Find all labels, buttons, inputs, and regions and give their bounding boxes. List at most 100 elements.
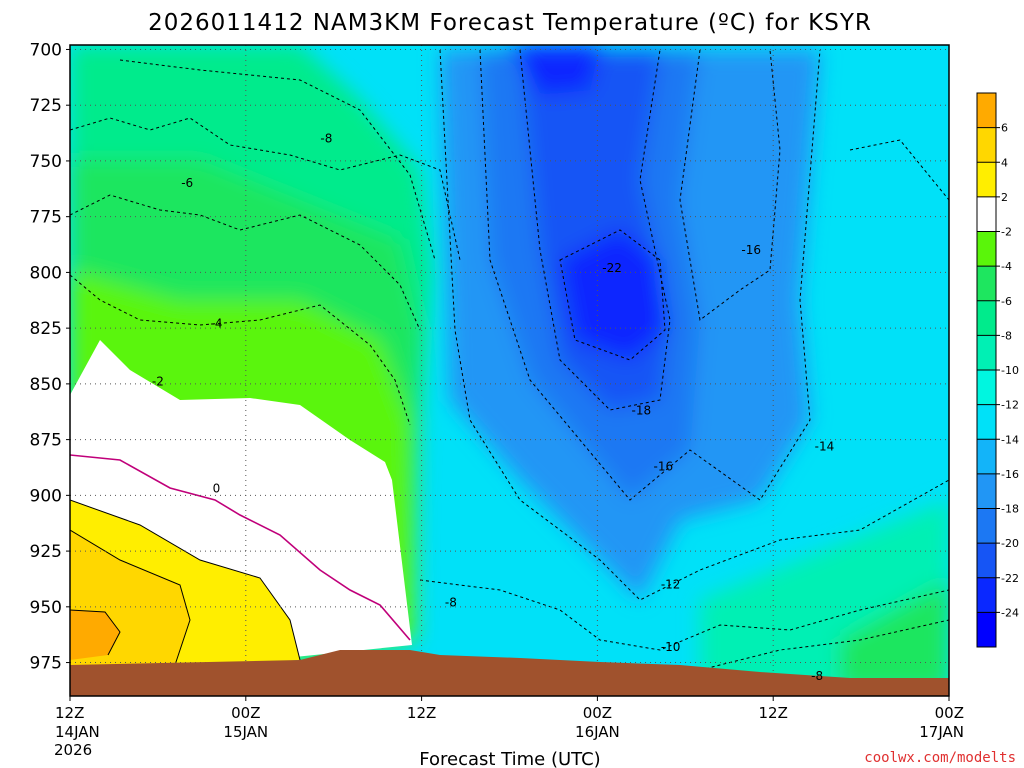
x-tick-label-time: 12Z <box>759 704 788 722</box>
contour-label: -2 <box>152 375 164 389</box>
x-tick-label-date: 14JAN <box>55 723 100 741</box>
contour-line <box>119 59 436 261</box>
y-tick-label: 875 <box>30 431 62 451</box>
contour-label: -16 <box>741 243 761 257</box>
x-tick-label-time: 12Z <box>55 704 84 722</box>
colorbar-label: -16 <box>1001 468 1019 481</box>
colorbar-label: -8 <box>1001 329 1012 342</box>
colorbar-swatch <box>977 162 996 197</box>
contour-line <box>849 139 949 201</box>
colorbar-label: -24 <box>1001 606 1019 619</box>
colorbar-label: -20 <box>1001 537 1019 550</box>
x-tick-label-time: 00Z <box>583 704 612 722</box>
contour-label: 0 <box>213 482 221 496</box>
contour-label: -8 <box>320 132 332 146</box>
contour-line <box>519 49 671 411</box>
y-tick-label: 950 <box>30 598 62 618</box>
y-tick-label: 700 <box>30 40 62 60</box>
y-tick-label: 725 <box>30 96 62 116</box>
contour-label: -22 <box>602 261 622 275</box>
colorbar-swatch <box>977 543 996 578</box>
colorbar-swatch <box>977 508 996 544</box>
y-tick-label: 850 <box>30 375 62 395</box>
warm-contour <box>70 529 191 666</box>
x-tick-label-date: 17JAN <box>919 723 964 741</box>
colorbar-swatch <box>977 231 996 267</box>
contour-label: -10 <box>661 640 681 654</box>
cold-core-center <box>560 230 665 360</box>
contour-line <box>679 49 781 321</box>
x-tick-label-time: 00Z <box>935 704 964 722</box>
contour-labels: -8 -6 -4 -2 0 -22 -16 -18 -16 -14 -12 -10 -8 -8 <box>152 132 834 683</box>
colorbar-label: -2 <box>1001 226 1012 239</box>
colorbar-swatch <box>977 577 996 613</box>
x-tick-label-time: 00Z <box>231 704 260 722</box>
source-watermark: coolwx.com/modelts <box>864 750 1016 766</box>
x-tick-label-year: 2026 <box>54 741 92 759</box>
plot-frame <box>69 44 950 697</box>
colorbar-swatch <box>977 127 996 163</box>
contour-label: -8 <box>445 595 457 609</box>
colorbar-swatch <box>977 612 996 647</box>
contour-label: -16 <box>654 459 674 473</box>
colorbar-label: 6 <box>1001 122 1008 135</box>
freezing-line <box>70 454 411 641</box>
warm-contour <box>70 609 121 656</box>
colorbar-swatch <box>977 93 996 128</box>
x-tick-label-date: 16JAN <box>575 723 620 741</box>
colorbar-swatch <box>977 439 996 474</box>
colorbar-label: -10 <box>1001 364 1019 377</box>
colorbar-swatch <box>977 370 996 405</box>
right-surface-band <box>840 580 949 690</box>
temperature-field <box>70 45 949 696</box>
x-tick-label-time: 12Z <box>407 704 436 722</box>
contour-line <box>439 49 949 601</box>
contour-line <box>70 194 421 331</box>
y-tick-label: 750 <box>30 152 62 172</box>
colorbar-label: -4 <box>1001 260 1012 273</box>
x-axis-title: Forecast Time (UTC) <box>419 749 600 768</box>
colorbar-swatch <box>977 300 996 336</box>
colorbar-label: -14 <box>1001 433 1019 446</box>
y-tick-label: 925 <box>30 542 62 562</box>
warm-layer-6c <box>70 610 120 660</box>
contour-line <box>479 49 821 501</box>
y-axis: 700 725 750 775 800 825 850 875 900 925 950 975 <box>30 40 70 674</box>
y-tick-label: 800 <box>30 263 62 283</box>
contour-line <box>559 229 666 361</box>
colorbar-label: 2 <box>1001 191 1008 204</box>
gridlines <box>70 45 949 696</box>
chart-title: 2026011412 NAM3KM Forecast Temperature (… <box>148 10 872 36</box>
contour-label: -4 <box>211 317 223 331</box>
contour-line <box>70 274 411 426</box>
colorbar-label: -22 <box>1001 572 1019 585</box>
y-tick-label: 900 <box>30 486 62 506</box>
contour-line <box>419 579 949 651</box>
contour-label: -12 <box>661 578 681 592</box>
contour-line <box>70 117 461 261</box>
y-tick-label: 775 <box>30 208 62 228</box>
colorbar-swatch <box>977 473 996 509</box>
upper-cold-pocket <box>510 45 600 95</box>
x-tick-label-date: 15JAN <box>223 723 268 741</box>
ground-terrain <box>70 650 949 696</box>
colorbar-swatch <box>977 196 996 232</box>
colorbar-label: -6 <box>1001 295 1012 308</box>
contour-label: -14 <box>815 439 835 453</box>
contour-label: -6 <box>181 176 193 190</box>
colorbar-swatch <box>977 404 996 440</box>
warm-contour <box>70 499 301 661</box>
colorbar-label: -12 <box>1001 399 1019 412</box>
contour-lines <box>70 49 949 671</box>
colorbar-swatch <box>977 266 996 301</box>
colorbar-swatch <box>977 335 996 370</box>
y-tick-label: 975 <box>30 654 62 674</box>
contour-label: -18 <box>632 404 652 418</box>
colorbar-label: 4 <box>1001 156 1008 169</box>
y-tick-label: 825 <box>30 319 62 339</box>
colorbar-label: -18 <box>1001 503 1019 516</box>
contour-label: -8 <box>811 669 823 683</box>
